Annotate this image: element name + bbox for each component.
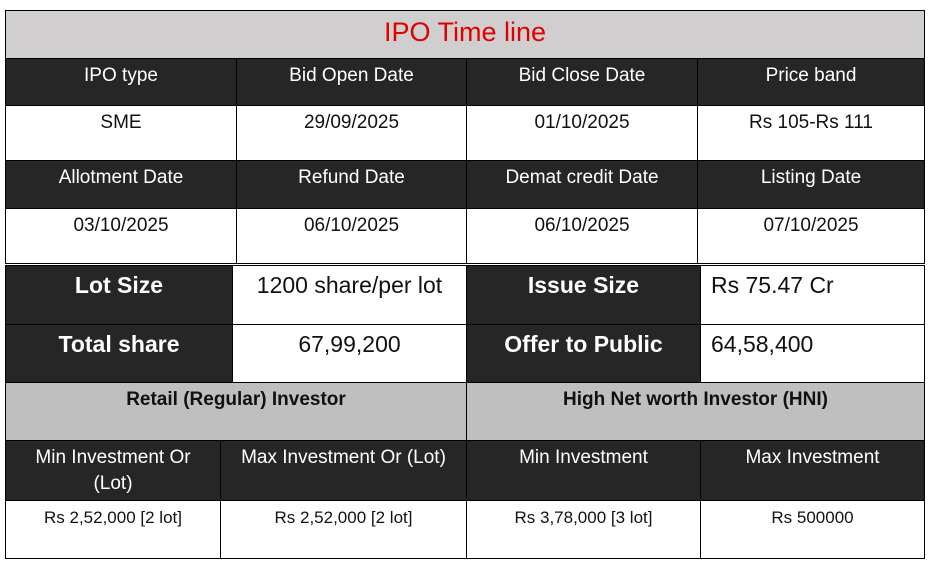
header-ipo-type: IPO type <box>5 58 237 106</box>
lot-size-value: 1200 share/per lot <box>232 265 467 325</box>
value-price-band: Rs 105-Rs 111 <box>697 105 925 161</box>
value-demat: 06/10/2025 <box>466 208 698 264</box>
value-bid-close: 01/10/2025 <box>466 105 698 161</box>
total-share-value: 67,99,200 <box>232 324 467 383</box>
total-share-label: Total share <box>5 324 233 383</box>
header-demat: Demat credit Date <box>466 160 698 209</box>
header-listing: Listing Date <box>697 160 925 209</box>
value-hni-max: Rs 500000 <box>700 500 925 559</box>
issue-size-label: Issue Size <box>466 265 701 325</box>
lot-size-label: Lot Size <box>5 265 233 325</box>
header-bid-open: Bid Open Date <box>236 58 467 106</box>
hni-investor-title: High Net worth Investor (HNI) <box>466 382 925 441</box>
value-allotment: 03/10/2025 <box>5 208 237 264</box>
value-hni-min: Rs 3,78,000 [3 lot] <box>466 500 701 559</box>
value-bid-open: 29/09/2025 <box>236 105 467 161</box>
value-refund: 06/10/2025 <box>236 208 467 264</box>
header-bid-close: Bid Close Date <box>466 58 698 106</box>
header-hni-min: Min Investment <box>466 440 701 501</box>
value-ipo-type: SME <box>5 105 237 161</box>
offer-label: Offer to Public <box>466 324 701 383</box>
header-hni-max: Max Investment <box>700 440 925 501</box>
header-allotment: Allotment Date <box>5 160 237 209</box>
header-price-band: Price band <box>697 58 925 106</box>
issue-size-value: Rs 75.47 Cr <box>700 265 925 325</box>
offer-value: 64,58,400 <box>700 324 925 383</box>
header-refund: Refund Date <box>236 160 467 209</box>
value-retail-min: Rs 2,52,000 [2 lot] <box>5 500 221 559</box>
page-title: IPO Time line <box>5 10 925 59</box>
value-retail-max: Rs 2,52,000 [2 lot] <box>220 500 467 559</box>
header-retail-max: Max Investment Or (Lot) <box>220 440 467 501</box>
header-retail-min: Min Investment Or (Lot) <box>5 440 221 501</box>
retail-investor-title: Retail (Regular) Investor <box>5 382 467 441</box>
value-listing: 07/10/2025 <box>697 208 925 264</box>
